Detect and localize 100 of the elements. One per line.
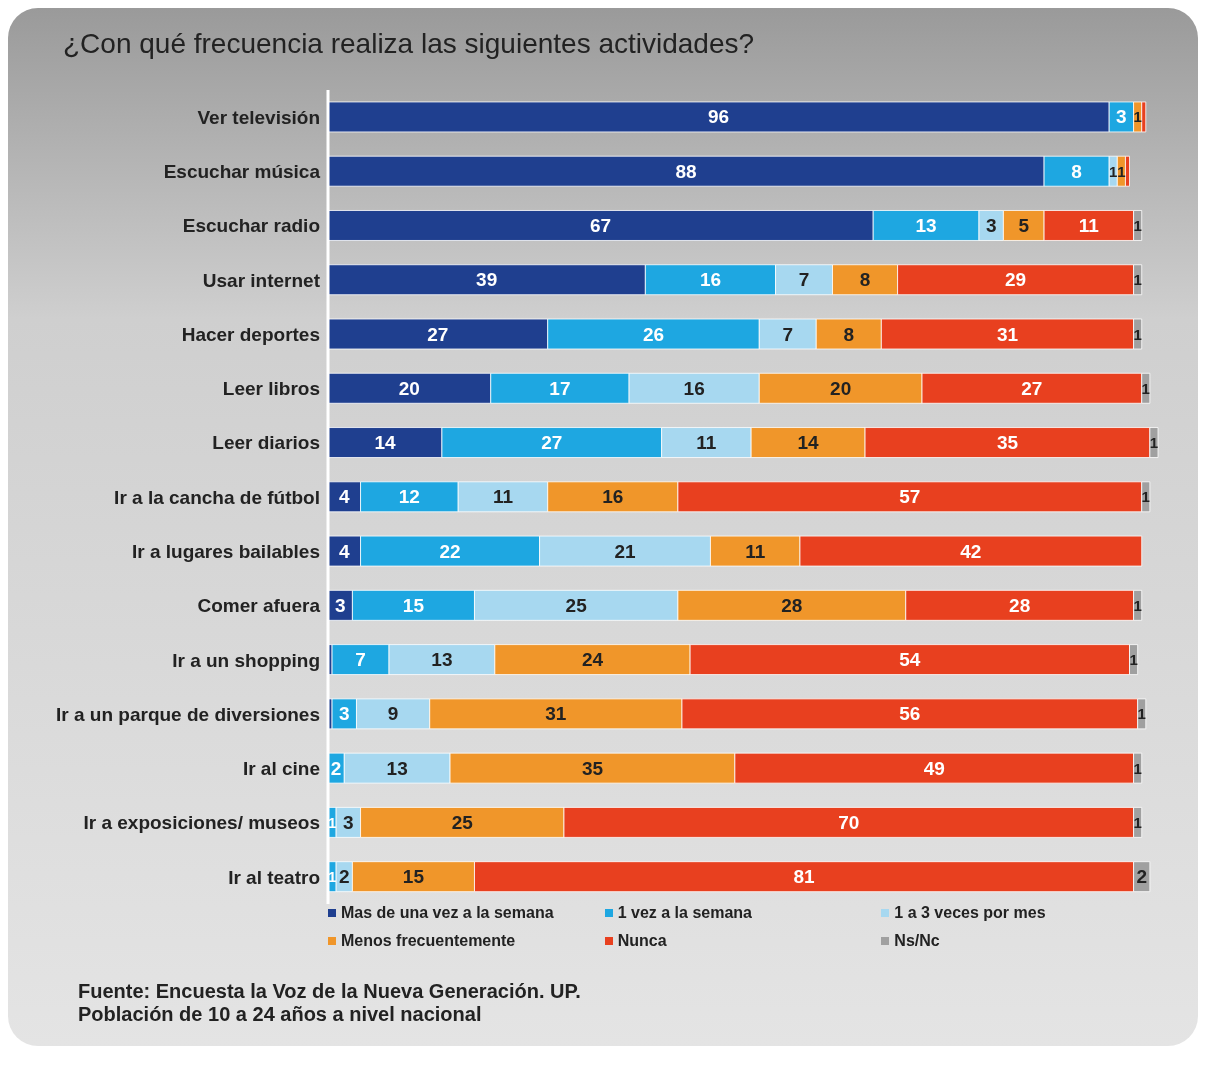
data-label: 1 [327,868,337,886]
data-label: 1 [1133,325,1142,343]
data-label: 49 [923,757,945,779]
data-label: 13 [915,214,937,236]
data-label: 67 [590,214,612,236]
data-label: 17 [549,377,571,399]
text: Nunca [617,932,667,950]
data-label: 1 [1133,813,1142,831]
data-label: 7 [782,323,794,345]
data-label: 16 [683,377,705,399]
data-label: 11 [696,432,717,454]
data-label: 96 [708,106,730,128]
legend-label: Mas de una vez a la semana [341,904,554,922]
data-label: 13 [386,757,408,779]
data-label: 31 [996,323,1019,345]
data-label: 20 [398,377,420,399]
data-label: 27 [1021,377,1043,399]
data-label: 54 [899,649,921,671]
data-label: 1 [327,813,337,831]
y-tick-label: Leer libros [222,378,320,400]
data-label: 8 [843,323,855,345]
data-label: 2 [338,866,350,888]
data-label: 3 [1116,106,1127,128]
y-tick-label: Usar internet [202,269,321,291]
data-label: 26 [642,323,665,345]
data-label: 35 [581,757,604,779]
y-tick-label: Escuchar música [163,161,321,183]
y-tick-label: Ir a la cancha de fútbol [114,486,320,508]
data-label: 3 [985,214,997,236]
data-label: 20 [830,377,852,399]
data-label: 1 [1141,379,1150,397]
data-label: 15 [402,866,425,888]
data-label: 7 [355,649,366,671]
data-label: 1 [1133,271,1142,289]
data-label: 2 [1136,866,1148,888]
data-label: 1 [1141,488,1150,506]
data-label: 16 [699,269,722,291]
data-label: 22 [439,540,461,562]
data-label: 25 [451,811,474,833]
y-tick-label: Ir a exposiciones/ museos [83,812,320,834]
text: Población de 10 a 24 años a nivel nacional [78,1003,483,1026]
legend-label: Menos frecuentemente [341,932,516,950]
data-label: 11 [492,486,514,508]
data-label: 25 [565,594,588,616]
y-tick-label: Ir a un shopping [172,649,320,671]
y-tick-label: Ir a lugares bailables [132,541,320,563]
legend-label: 1 vez a la semana [617,904,752,922]
data-label: 8 [859,269,871,291]
data-label: 3 [343,811,354,833]
data-label: 16 [602,486,624,508]
data-label: 4 [338,540,350,562]
data-label: 70 [838,811,860,833]
data-label: 5 [1018,214,1030,236]
data-label: 1 [1133,596,1142,614]
data-label: 57 [899,486,921,508]
data-label: 7 [798,269,810,291]
y-tick-label: Ver televisión [197,106,320,128]
data-label: 88 [675,160,697,182]
data-label: 4 [338,486,350,508]
y-tick-label: Ir al teatro [228,866,320,888]
y-tick-label: Comer afuera [197,595,321,617]
source-note: Fuente: Encuesta la Voz de la Nueva Generación. UP. [78,980,582,1003]
data-label: 12 [398,486,420,508]
data-label: 8 [1071,160,1082,182]
data-label: 2 [330,757,342,779]
data-label: 27 [427,323,449,345]
data-label: 1 [1133,216,1142,234]
y-tick-label: Ir al cine [242,758,320,780]
data-label: 14 [374,432,396,454]
data-label: 11 [745,540,766,562]
data-label: 21 [614,540,637,562]
data-label: 1 [1149,434,1159,452]
data-label: 1 [1109,162,1118,180]
legend-label: 1 a 3 veces por mes [894,904,1046,922]
data-label: 28 [781,594,803,616]
chart-title: ¿Con qué frecuencia realiza las siguientes actividades? [63,28,756,60]
data-label: 31 [545,703,567,725]
y-tick-label: Escuchar radio [182,215,320,237]
data-label: 1 [1137,705,1146,723]
y-tick-label: Leer diarios [212,432,320,454]
y-tick-label: Hacer deportes [181,323,320,345]
data-label: 56 [899,703,921,725]
data-label: 3 [338,703,350,725]
data-label: 1 [1133,759,1142,777]
data-label: 81 [793,866,816,888]
y-tick-label: Ir a un parque de diversiones [56,703,320,725]
data-label: 35 [996,432,1019,454]
data-label: 13 [431,649,453,671]
data-label: 42 [960,540,982,562]
data-label: 27 [541,432,563,454]
data-label: 15 [402,594,425,616]
data-label: 28 [1009,594,1031,616]
data-label: 3 [334,594,346,616]
data-label: 29 [1005,269,1027,291]
data-label: 39 [476,269,498,291]
data-label: 24 [581,649,604,671]
data-label: 11 [1078,214,1100,236]
data-label: 14 [797,432,820,454]
data-label: 9 [387,703,399,725]
legend-label: Ns/Nc [894,932,940,950]
